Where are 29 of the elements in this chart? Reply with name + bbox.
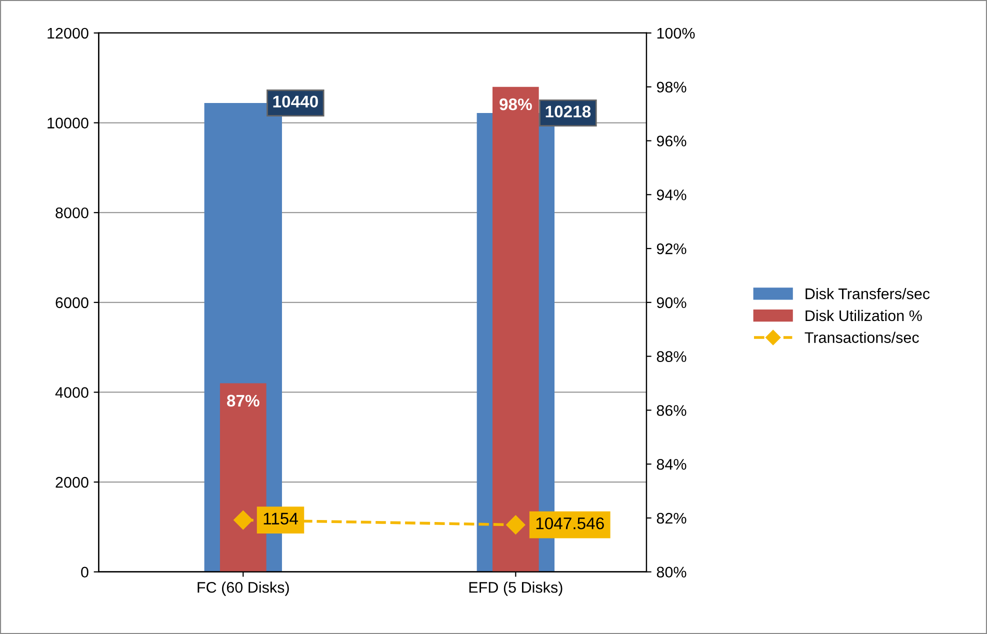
y2-tick-label: 90% bbox=[656, 297, 686, 308]
data-label: 1154 bbox=[264, 512, 298, 525]
y-tick-label: 10000 bbox=[48, 118, 88, 128]
legend-label: Transactions/sec bbox=[804, 332, 919, 343]
legend-label: Disk Utilization % bbox=[806, 310, 922, 322]
data-label: 1047.546 bbox=[536, 517, 604, 530]
y-tick-label: 2000 bbox=[56, 476, 88, 488]
y2-tick-label: 98% bbox=[656, 82, 686, 93]
data-label: 98% bbox=[500, 98, 532, 110]
y2-tick-label: 94% bbox=[656, 190, 686, 200]
y-tick-label: 4000 bbox=[55, 387, 88, 398]
y2-tick-label: 96% bbox=[656, 136, 686, 146]
y-tick-label: 0 bbox=[81, 566, 88, 578]
y2-tick-label: 100% bbox=[657, 28, 695, 39]
data-label: 87% bbox=[226, 394, 260, 407]
y-tick-label: 8000 bbox=[56, 207, 88, 218]
data-label: 10440 bbox=[273, 96, 318, 108]
x-tick-label: EFD (5 Disks) bbox=[469, 582, 562, 596]
y2-tick-label: 92% bbox=[656, 243, 686, 254]
y2-tick-label: 84% bbox=[656, 458, 686, 470]
x-tick-label: FC (60 Disks) bbox=[198, 582, 289, 596]
y-tick-label: 6000 bbox=[56, 297, 88, 308]
legend-label: Disk Transfers/sec bbox=[806, 288, 930, 300]
y-tick-label: 12000 bbox=[48, 28, 88, 39]
y2-tick-label: 82% bbox=[656, 512, 686, 524]
y2-tick-label: 80% bbox=[656, 566, 686, 578]
data-label: 10218 bbox=[546, 106, 591, 118]
y2-tick-label: 86% bbox=[656, 405, 686, 416]
y2-tick-label: 88% bbox=[656, 351, 686, 362]
